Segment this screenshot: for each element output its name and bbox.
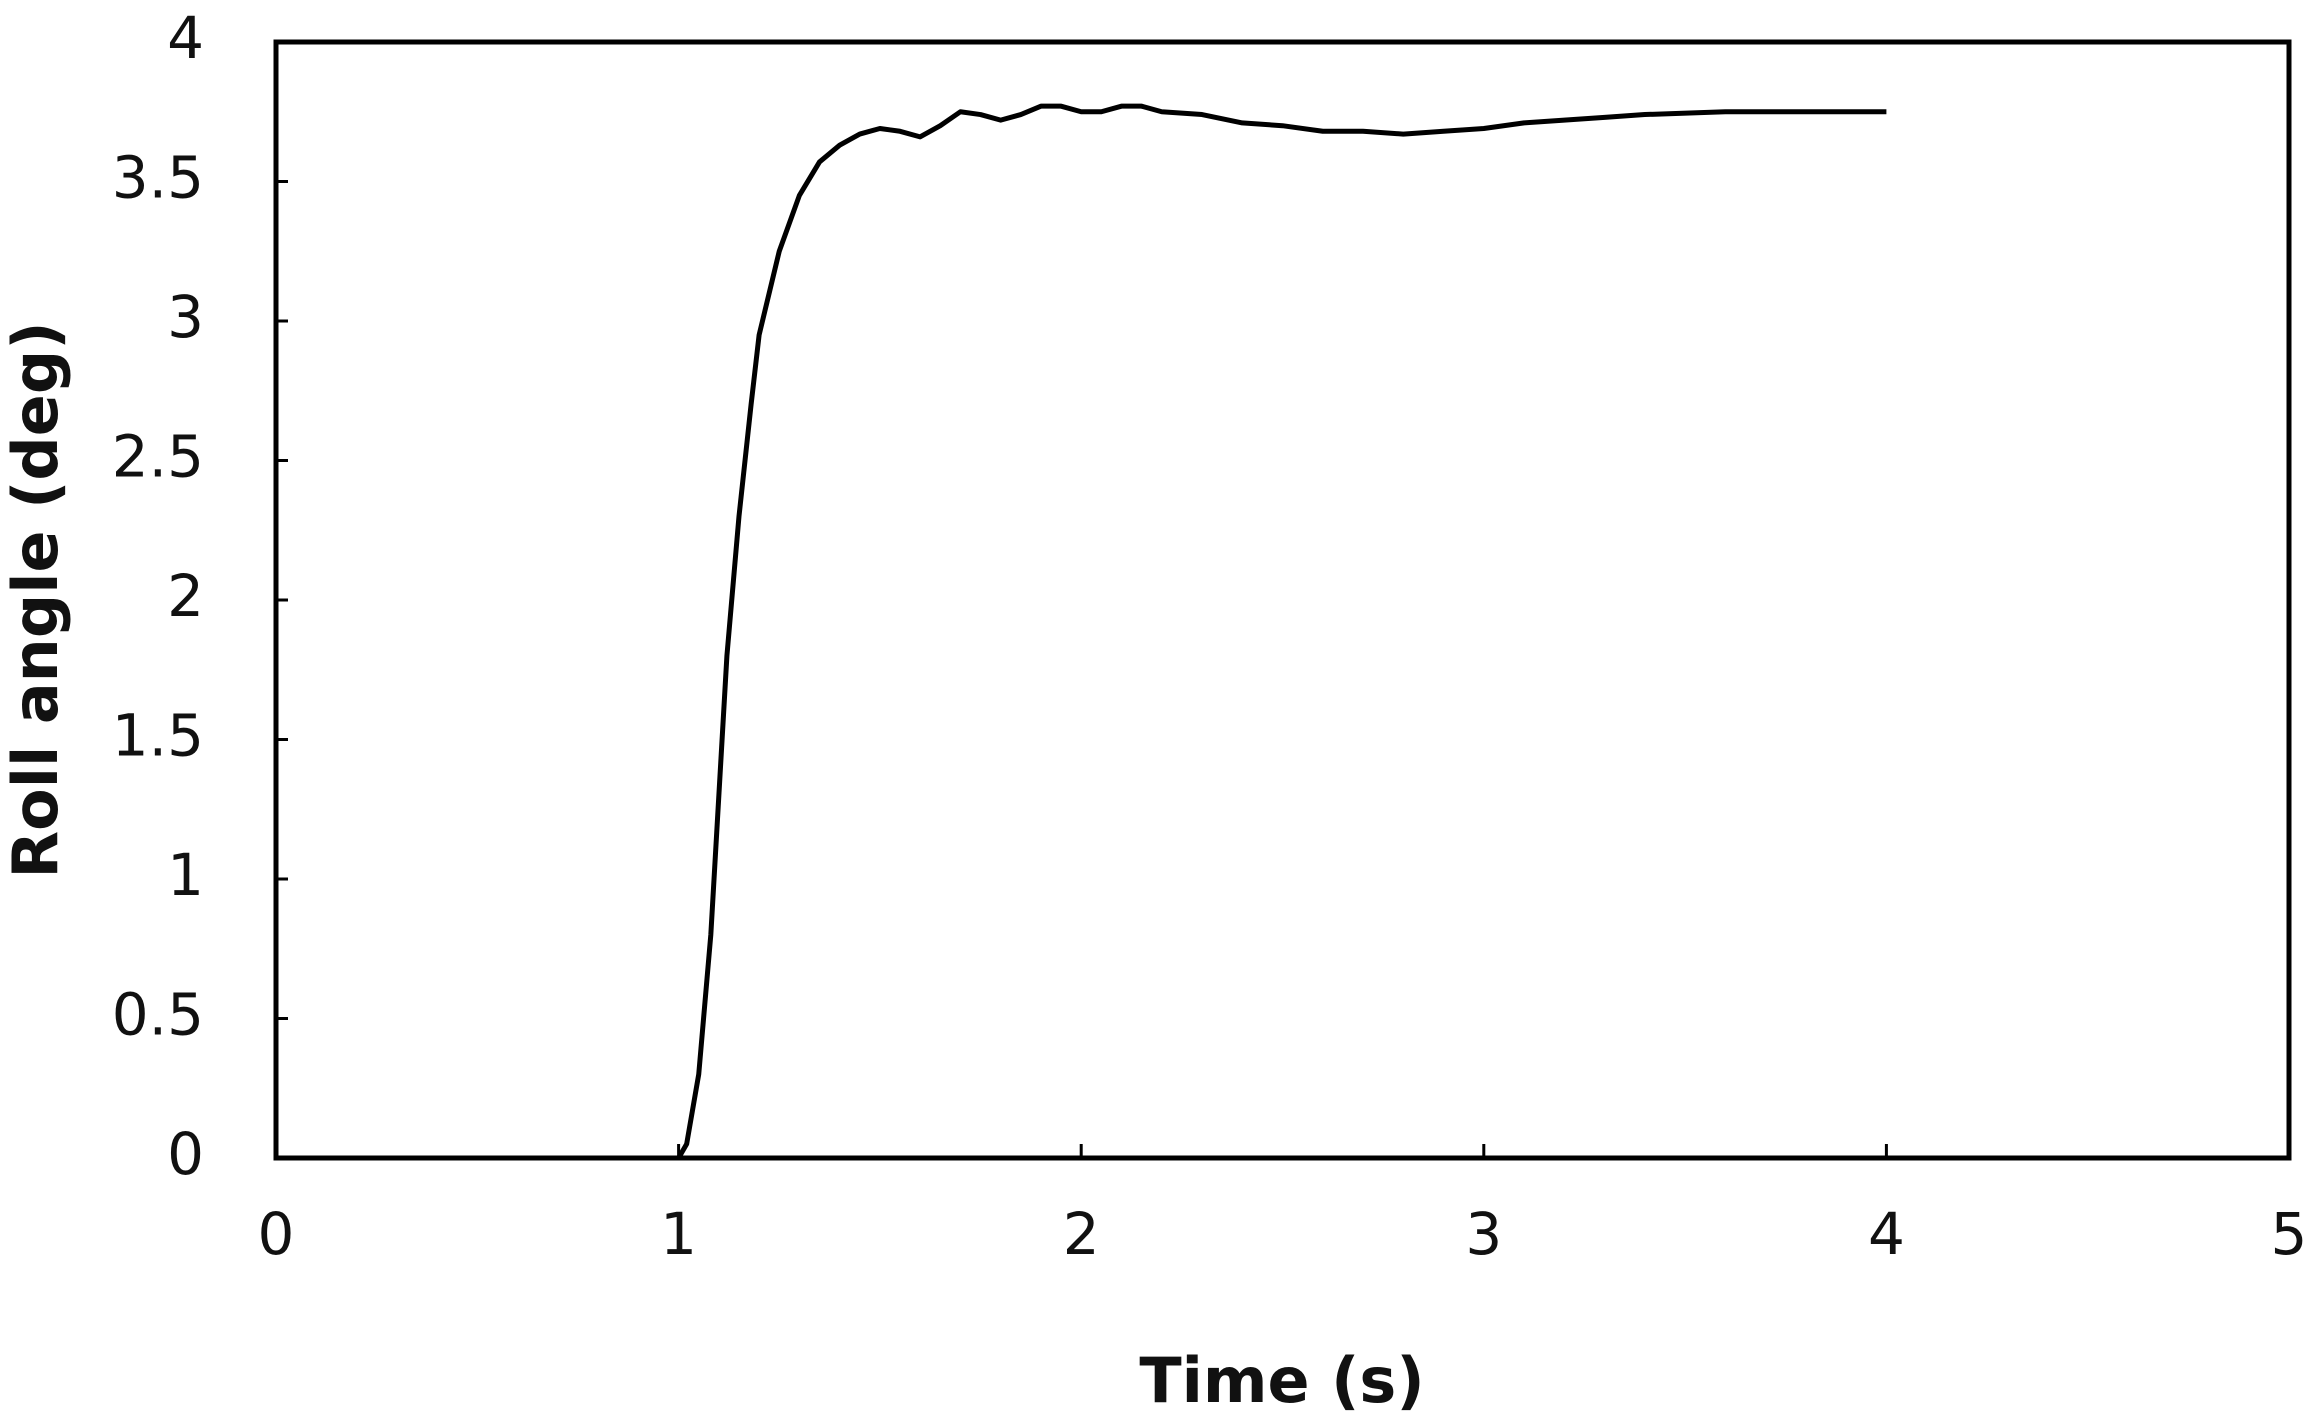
- plot-frame: [273, 39, 2292, 1161]
- x-tick-label: 5: [2271, 1200, 2308, 1268]
- y-axis-title: Roll angle (deg): [0, 321, 72, 878]
- x-tick-label: 0: [258, 1200, 295, 1268]
- y-tick-label: 2.5: [112, 423, 204, 491]
- x-axis-title: Time (s): [1139, 1344, 1424, 1417]
- y-tick-label: 2: [167, 562, 204, 630]
- y-tick-label: 1: [167, 841, 204, 909]
- data-line: [676, 103, 1887, 1160]
- y-tick-label: 1.5: [112, 702, 204, 770]
- x-tick-label: 1: [660, 1200, 697, 1268]
- y-tick-label: 3: [167, 283, 204, 351]
- y-tick-label: 0.5: [112, 981, 204, 1049]
- x-tick-label: 4: [1868, 1200, 1905, 1268]
- x-tick-label: 3: [1465, 1200, 1502, 1268]
- y-tick-label: 3.5: [112, 144, 204, 212]
- y-tick-label: 0: [167, 1120, 204, 1188]
- x-tick-label: 2: [1063, 1200, 1100, 1268]
- y-tick-label: 4: [167, 4, 204, 72]
